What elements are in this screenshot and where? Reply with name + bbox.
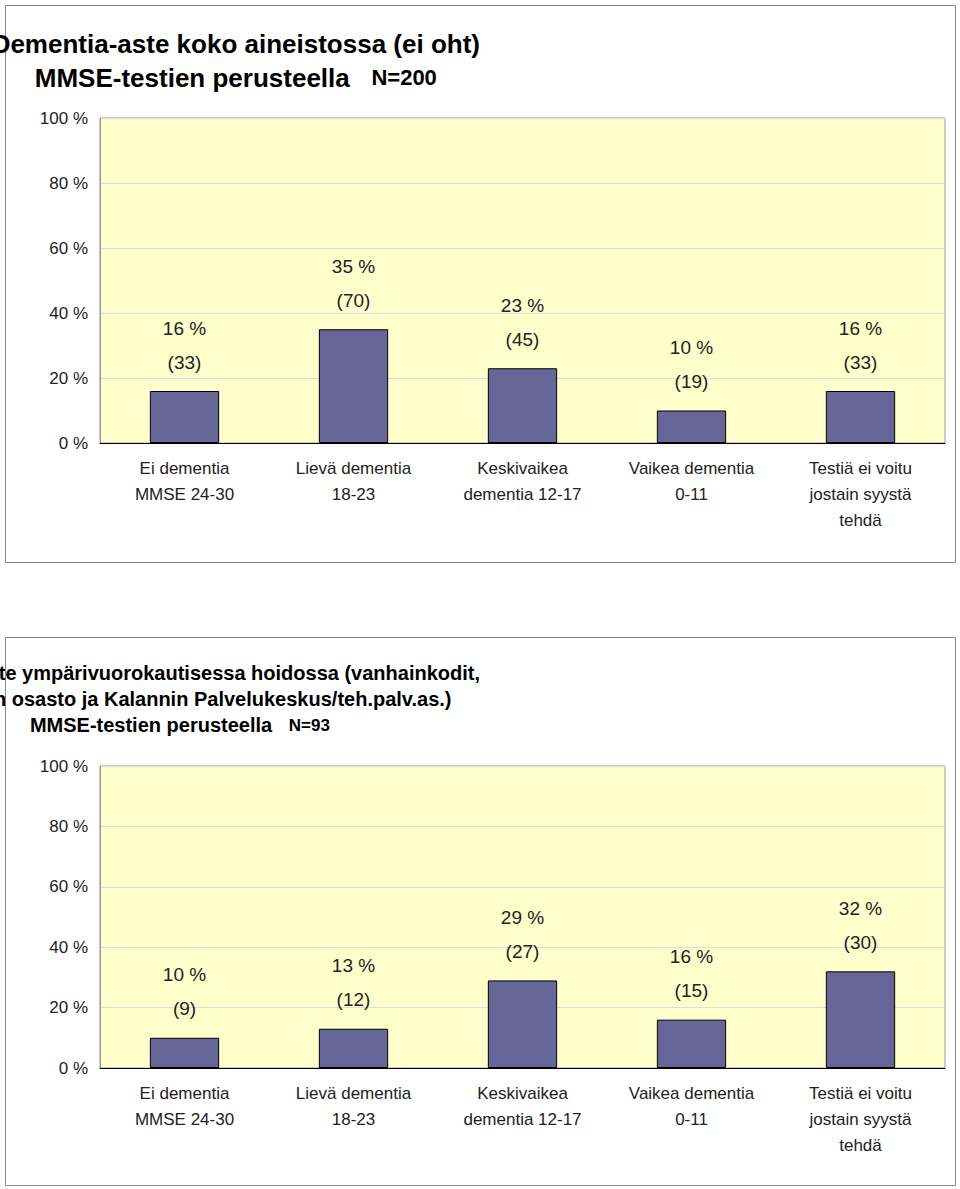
svg-text:0 %: 0 % — [59, 1059, 88, 1078]
svg-text:tehdä: tehdä — [839, 511, 882, 530]
svg-text:(70): (70) — [337, 290, 371, 311]
svg-text:(9): (9) — [173, 998, 196, 1019]
svg-text:20 %: 20 % — [49, 998, 88, 1017]
svg-text:Testiä ei voitu: Testiä ei voitu — [809, 1084, 912, 1103]
svg-text:Dementia-aste ympärivuorokauti: Dementia-aste ympärivuorokautisessa hoid… — [0, 662, 480, 684]
svg-text:20 %: 20 % — [49, 369, 88, 388]
svg-text:N=200: N=200 — [371, 65, 436, 90]
svg-text:MMSE-testien perusteella: MMSE-testien perusteella — [30, 714, 289, 736]
svg-text:23 %: 23 % — [501, 295, 544, 316]
svg-text:18-23: 18-23 — [332, 485, 375, 504]
svg-text:Ei dementia: Ei dementia — [140, 1084, 230, 1103]
svg-text:Lievä dementia: Lievä dementia — [296, 1084, 412, 1103]
svg-text:29 %: 29 % — [501, 907, 544, 928]
svg-text:(45): (45) — [506, 329, 540, 350]
svg-text:10 %: 10 % — [163, 964, 206, 985]
svg-text:Lievä dementia: Lievä dementia — [296, 459, 412, 478]
svg-text:80 %: 80 % — [49, 817, 88, 836]
svg-text:13 %: 13 % — [332, 955, 375, 976]
svg-text:32 %: 32 % — [839, 898, 882, 919]
svg-text:Ei dementia: Ei dementia — [140, 459, 230, 478]
svg-text:N=93: N=93 — [289, 716, 330, 735]
svg-text:jostain syystä: jostain syystä — [808, 485, 912, 504]
svg-text:(19): (19) — [675, 371, 709, 392]
svg-text:Testiä ei voitu: Testiä ei voitu — [809, 459, 912, 478]
svg-text:(27): (27) — [506, 941, 540, 962]
svg-text:MMSE 24-30: MMSE 24-30 — [135, 485, 234, 504]
svg-text:(33): (33) — [844, 352, 878, 373]
svg-text:35 %: 35 % — [332, 256, 375, 277]
svg-text:18-23: 18-23 — [332, 1110, 375, 1129]
svg-text:40 %: 40 % — [49, 304, 88, 323]
svg-text:10 %: 10 % — [670, 337, 713, 358]
svg-text:100 %: 100 % — [40, 757, 88, 776]
svg-text:dementia 12-17: dementia 12-17 — [463, 1110, 581, 1129]
svg-text:0-11: 0-11 — [675, 1110, 708, 1129]
svg-text:Keskivaikea: Keskivaikea — [477, 459, 568, 478]
svg-text:Vaikea dementia: Vaikea dementia — [629, 1084, 755, 1103]
svg-text:0-11: 0-11 — [675, 485, 708, 504]
svg-text:16 %: 16 % — [163, 318, 206, 339]
svg-text:100 %: 100 % — [40, 109, 88, 128]
svg-text:dementia 12-17: dementia 12-17 — [463, 485, 581, 504]
svg-text:16 %: 16 % — [839, 318, 882, 339]
svg-text:(12): (12) — [337, 989, 371, 1010]
svg-text:16 %: 16 % — [670, 946, 713, 967]
svg-text:MMSE 24-30: MMSE 24-30 — [135, 1110, 234, 1129]
svg-text:60 %: 60 % — [49, 239, 88, 258]
svg-text:Vaikea dementia: Vaikea dementia — [629, 459, 755, 478]
svg-text:Dementia-aste koko aineistossa: Dementia-aste koko aineistossa (ei oht) — [0, 29, 480, 59]
svg-text:Matleenan osasto ja Kalannin P: Matleenan osasto ja Kalannin Palvelukesk… — [0, 688, 451, 710]
svg-text:40 %: 40 % — [49, 938, 88, 957]
svg-text:(33): (33) — [168, 352, 202, 373]
svg-text:MMSE-testien perusteella: MMSE-testien perusteella — [35, 63, 372, 93]
svg-text:(15): (15) — [675, 980, 709, 1001]
svg-text:60 %: 60 % — [49, 877, 88, 896]
svg-text:0 %: 0 % — [59, 434, 88, 453]
svg-text:jostain syystä: jostain syystä — [808, 1110, 912, 1129]
svg-text:80 %: 80 % — [49, 174, 88, 193]
svg-text:Keskivaikea: Keskivaikea — [477, 1084, 568, 1103]
svg-text:tehdä: tehdä — [839, 1136, 882, 1155]
svg-text:(30): (30) — [844, 932, 878, 953]
